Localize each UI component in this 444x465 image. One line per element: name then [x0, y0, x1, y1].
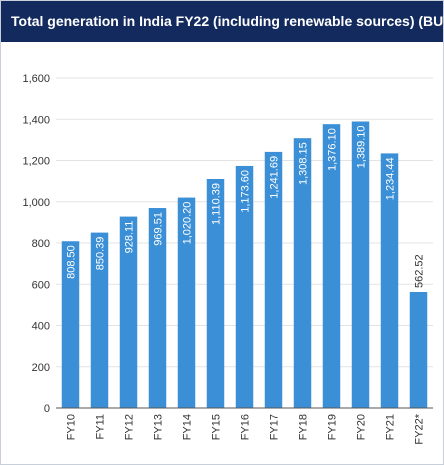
data-label: 808.50	[66, 245, 78, 279]
bar	[322, 124, 341, 408]
data-label: 1,020.20	[182, 202, 194, 245]
bar	[380, 153, 399, 408]
bar	[177, 197, 196, 408]
x-tick-label: FY21	[385, 414, 397, 440]
data-label: 1,234.44	[385, 157, 397, 200]
data-label: 1,241.69	[269, 156, 281, 199]
data-label: 928.11	[124, 221, 136, 254]
y-tick-label: 1,400	[22, 114, 50, 126]
data-label: 1,389.10	[356, 125, 368, 168]
data-label: 850.39	[95, 237, 107, 271]
x-tick-label: FY12	[124, 414, 136, 440]
axes: 0 200 400 600 800 1,000 1,200 1,400 1,600 FY10 FY1…	[22, 73, 433, 445]
bar	[293, 138, 312, 408]
x-tick-label: FY19	[327, 414, 339, 440]
data-label: 1,110.39	[211, 183, 223, 225]
y-tick-label: 0	[44, 403, 50, 415]
data-label: 969.51	[153, 212, 165, 246]
x-tick-label: FY13	[153, 414, 165, 440]
bar	[90, 232, 109, 408]
bar	[119, 216, 138, 408]
x-tick-label: FY20	[356, 414, 368, 440]
y-tick-label: 600	[32, 279, 50, 291]
y-tick-label: 800	[32, 238, 50, 250]
x-tick-label: FY18	[298, 414, 310, 440]
bar-chart: 808.50 850.39 928.11 969.51 1,020.20 1,110.39…	[22, 73, 433, 445]
x-tick-label: FY22*	[414, 413, 426, 444]
y-tick-label: 1,600	[22, 73, 50, 85]
data-labels: 808.50 850.39 928.11 969.51 1,020.20 1,110.39…	[66, 125, 426, 287]
bar	[351, 121, 370, 409]
y-tick-label: 1,200	[22, 156, 50, 168]
bar	[61, 241, 80, 408]
x-tick-label: FY16	[240, 414, 252, 440]
x-tick-label: FY17	[269, 414, 281, 440]
bar	[206, 178, 225, 408]
data-label: 1,376.10	[327, 128, 339, 171]
bar	[235, 165, 254, 408]
x-tick-label: FY15	[211, 414, 223, 440]
bar	[264, 151, 283, 408]
y-tick-label: 200	[32, 362, 50, 374]
data-label: 1,308.15	[298, 142, 310, 185]
chart-title: Total generation in India FY22 (includin…	[1, 1, 444, 42]
y-tick-label: 400	[32, 321, 50, 333]
x-tick-label: FY11	[95, 414, 107, 439]
data-label: 1,173.60	[240, 170, 252, 213]
bars	[61, 121, 428, 409]
bar	[409, 291, 428, 408]
y-tick-label: 1,000	[22, 197, 50, 209]
bar	[148, 208, 167, 408]
x-tick-label: FY10	[66, 414, 78, 440]
data-label: 562.52	[414, 254, 426, 288]
x-tick-label: FY14	[182, 414, 194, 440]
